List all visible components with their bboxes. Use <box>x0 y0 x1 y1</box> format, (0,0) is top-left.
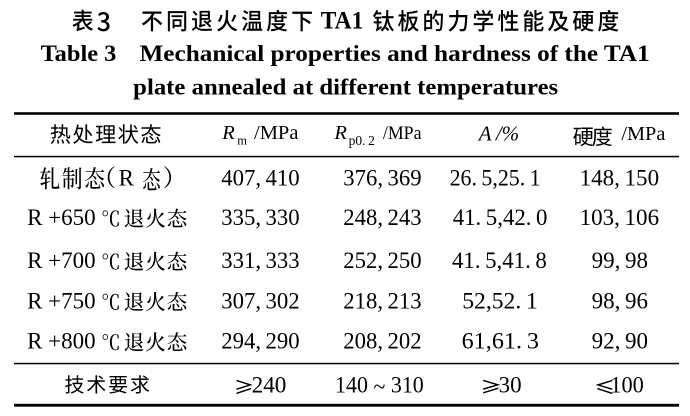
svg-text:26. 5,25. 1: 26. 5,25. 1 <box>450 166 541 191</box>
svg-text:R +700: R +700 <box>27 248 96 273</box>
svg-text:R +650: R +650 <box>27 205 96 230</box>
svg-text:407, 410: 407, 410 <box>221 166 300 191</box>
svg-text:98, 96: 98, 96 <box>592 288 648 313</box>
svg-text:41. 5,42. 0: 41. 5,42. 0 <box>453 205 548 230</box>
svg-text:/MPa: /MPa <box>621 123 665 145</box>
svg-text:m: m <box>237 134 247 148</box>
svg-text:331, 333: 331, 333 <box>221 248 300 273</box>
svg-text:41. 5,41. 8: 41. 5,41. 8 <box>452 248 547 273</box>
svg-text:294, 290: 294, 290 <box>221 329 300 354</box>
svg-text:Mechanical properties and hard: Mechanical properties and hardness of th… <box>140 41 650 66</box>
svg-text:103, 106: 103, 106 <box>580 205 660 230</box>
svg-text:R: R <box>333 122 347 144</box>
svg-text:218, 213: 218, 213 <box>343 288 421 313</box>
svg-text:335, 330: 335, 330 <box>221 205 300 230</box>
svg-text:140 ~ 310: 140 ~ 310 <box>335 372 424 399</box>
svg-text:52,52. 1: 52,52. 1 <box>462 288 538 313</box>
svg-text:252, 250: 252, 250 <box>343 248 421 273</box>
svg-text:148, 150: 148, 150 <box>580 166 660 191</box>
svg-text:/MPa: /MPa <box>254 122 298 144</box>
svg-text:A /%: A /% <box>477 121 519 145</box>
svg-text:100: 100 <box>610 372 644 397</box>
svg-text:R: R <box>119 166 135 191</box>
svg-text:248, 243: 248, 243 <box>343 205 421 230</box>
svg-text:376, 369: 376, 369 <box>343 166 421 191</box>
svg-text:61,61. 3: 61,61. 3 <box>462 329 539 354</box>
svg-text:307, 302: 307, 302 <box>221 288 300 313</box>
svg-text:240: 240 <box>252 372 287 397</box>
svg-text:R +750: R +750 <box>27 288 96 313</box>
svg-text:/MPa: /MPa <box>383 123 422 144</box>
svg-text:30: 30 <box>499 372 522 397</box>
svg-text:p0. 2: p0. 2 <box>349 133 375 148</box>
svg-text:92, 90: 92, 90 <box>592 329 648 354</box>
svg-text:TA1: TA1 <box>321 7 364 35</box>
svg-text:Table 3: Table 3 <box>41 41 117 66</box>
svg-text:99, 98: 99, 98 <box>592 248 648 273</box>
svg-text:208, 202: 208, 202 <box>343 329 421 354</box>
svg-text:plate annealed at different te: plate annealed at different temperatures <box>133 74 558 99</box>
svg-text:R: R <box>221 122 235 144</box>
svg-text:R +800: R +800 <box>27 329 96 354</box>
